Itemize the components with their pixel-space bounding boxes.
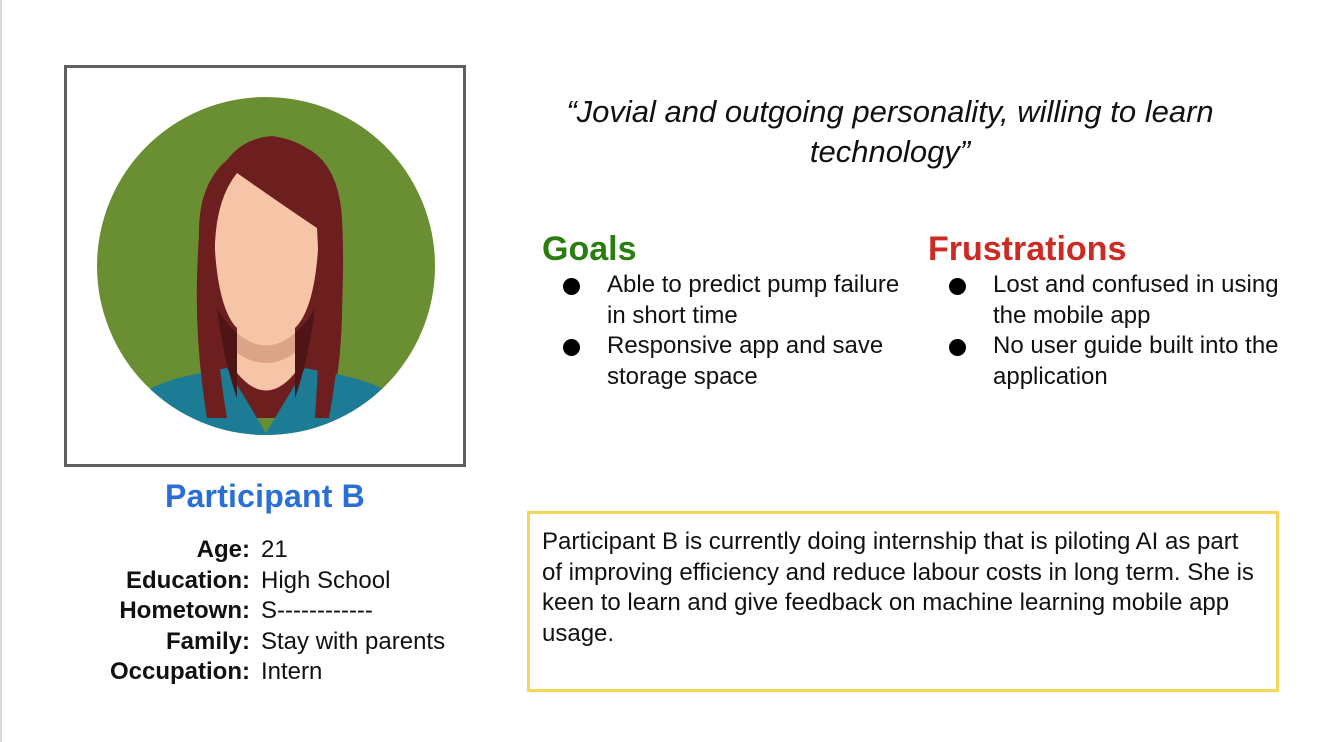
frustration-item: No user guide built into the application (928, 331, 1308, 392)
detail-value: S------------ (261, 597, 373, 625)
detail-label: Family: (165, 627, 250, 655)
detail-label: Occupation: (109, 658, 250, 686)
frustrations-list: Lost and confused in using the mobile ap… (928, 270, 1308, 392)
goal-item: Able to predict pump failure in short ti… (542, 270, 902, 331)
detail-row-occupation: Occupation: Intern (60, 657, 480, 688)
detail-value: 21 (261, 536, 288, 564)
goals-title: Goals (542, 230, 637, 268)
goal-text: Able to predict pump failure in short ti… (607, 271, 900, 329)
detail-value: Intern (261, 658, 323, 686)
persona-quote: “Jovial and outgoing personality, willin… (566, 94, 1214, 169)
frustration-item: Lost and confused in using the mobile ap… (928, 270, 1308, 331)
detail-value: Stay with parents (261, 627, 446, 655)
goal-item: Responsive app and save storage space (542, 331, 902, 392)
bullet-icon (949, 278, 966, 295)
detail-label: Hometown: (119, 597, 250, 625)
persona-details: Age: 21 Education: High School Hometown:… (60, 535, 480, 688)
avatar-frame (64, 65, 466, 467)
detail-value: High School (261, 566, 391, 594)
summary-text: Participant B is currently doing interns… (542, 528, 1254, 647)
participant-name: Participant B (165, 478, 365, 514)
bullet-icon (563, 278, 580, 295)
goal-text: Responsive app and save storage space (607, 332, 884, 390)
frustration-text: No user guide built into the application (993, 332, 1279, 390)
female-avatar-icon (97, 97, 435, 435)
frustrations-title: Frustrations (928, 230, 1127, 268)
frustration-text: Lost and confused in using the mobile ap… (993, 271, 1279, 329)
detail-row-age: Age: 21 (60, 535, 480, 566)
detail-label: Education: (126, 566, 250, 594)
detail-label: Age: (196, 536, 250, 564)
detail-row-education: Education: High School (60, 566, 480, 597)
goals-list: Able to predict pump failure in short ti… (542, 270, 902, 392)
slide-left-edge (0, 0, 2, 742)
bullet-icon (563, 339, 580, 356)
bullet-icon (949, 339, 966, 356)
detail-row-family: Family: Stay with parents (60, 627, 480, 658)
detail-row-hometown: Hometown: S------------ (60, 596, 480, 627)
frustrations-section: Frustrations Lost and confused in using … (928, 228, 1308, 392)
goals-section: Goals Able to predict pump failure in sh… (542, 228, 902, 392)
summary-box: Participant B is currently doing interns… (527, 511, 1279, 692)
